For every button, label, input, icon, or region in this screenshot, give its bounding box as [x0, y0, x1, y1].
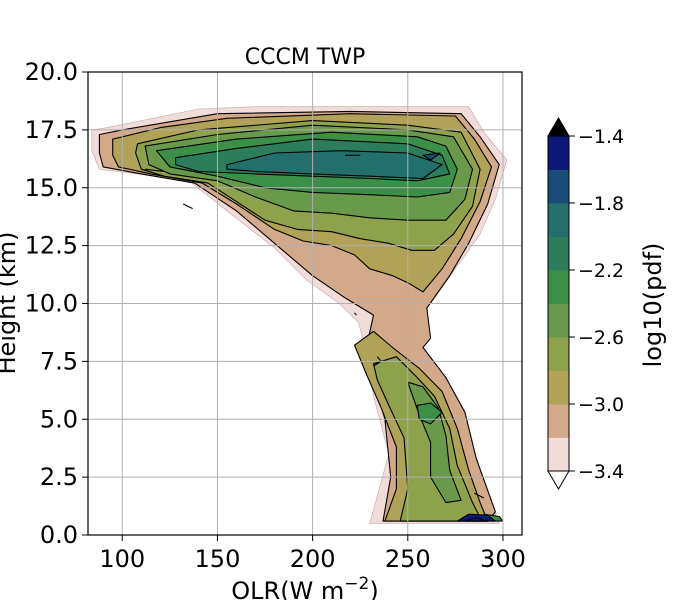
contour-line	[354, 312, 357, 316]
x-tick-label: 200	[290, 545, 336, 573]
colorbar-tick-label: −1.8	[578, 193, 624, 215]
y-tick-label: 15.0	[25, 174, 78, 202]
colorbar-segment	[548, 404, 569, 438]
contour-region	[416, 402, 443, 425]
y-axis-label: Height (km)	[0, 232, 21, 375]
y-axis-ticks: 0.0 2.5 5.0 7.5 10.0 12.5 15.0 17.5 20.0	[25, 58, 88, 549]
contour-line	[145, 168, 165, 173]
colorbar-extend-min	[547, 470, 570, 490]
y-tick-label: 20.0	[25, 58, 78, 86]
contour-region	[422, 152, 441, 161]
contour-region	[464, 517, 489, 522]
colorbar-tick-label: −2.2	[578, 260, 624, 282]
colorbar-segment	[548, 169, 569, 204]
y-tick-label: 7.5	[40, 347, 78, 375]
x-axis-ticks: 100 150 200 250 300	[99, 535, 526, 573]
x-tick-label: 150	[195, 545, 241, 573]
colorbar-tick-label: −3.4	[578, 461, 624, 483]
x-axis-label: OLR(W m−2)	[231, 574, 378, 600]
chart-title: CCCM TWP	[245, 45, 366, 70]
colorbar-segment	[548, 136, 569, 170]
y-tick-label: 2.5	[40, 463, 78, 491]
colorbar-segment	[548, 370, 569, 405]
colorbar-frame	[547, 135, 570, 472]
colorbar-tick-label: −1.4	[578, 126, 624, 148]
x-tick-label: 250	[385, 545, 431, 573]
contour-region	[226, 150, 443, 180]
colorbar-label: log10(pdf)	[639, 243, 667, 368]
y-tick-label: 10.0	[25, 290, 78, 318]
colorbar-tick-label: −3.0	[578, 394, 624, 416]
colorbar-segment	[548, 236, 569, 271]
colorbar: −3.4 −3.0 −2.6 −2.2 −1.8 −1.4	[547, 117, 624, 490]
colorbar-extend-max	[547, 117, 570, 137]
y-tick-label: 0.0	[40, 521, 78, 549]
y-tick-label: 5.0	[40, 405, 78, 433]
colorbar-segment	[548, 203, 569, 237]
colorbar-segment	[548, 303, 569, 338]
colorbar-segment	[548, 337, 569, 371]
y-tick-label: 12.5	[25, 232, 78, 260]
colorbar-segment	[548, 270, 569, 304]
x-tick-label: 300	[480, 545, 526, 573]
colorbar-segment	[548, 437, 569, 472]
colorbar-tick-label: −2.6	[578, 327, 624, 349]
contour-line	[474, 492, 485, 499]
contour-line	[182, 203, 193, 210]
y-tick-label: 17.5	[25, 116, 78, 144]
x-tick-label: 100	[99, 545, 145, 573]
contour-region	[372, 356, 483, 522]
